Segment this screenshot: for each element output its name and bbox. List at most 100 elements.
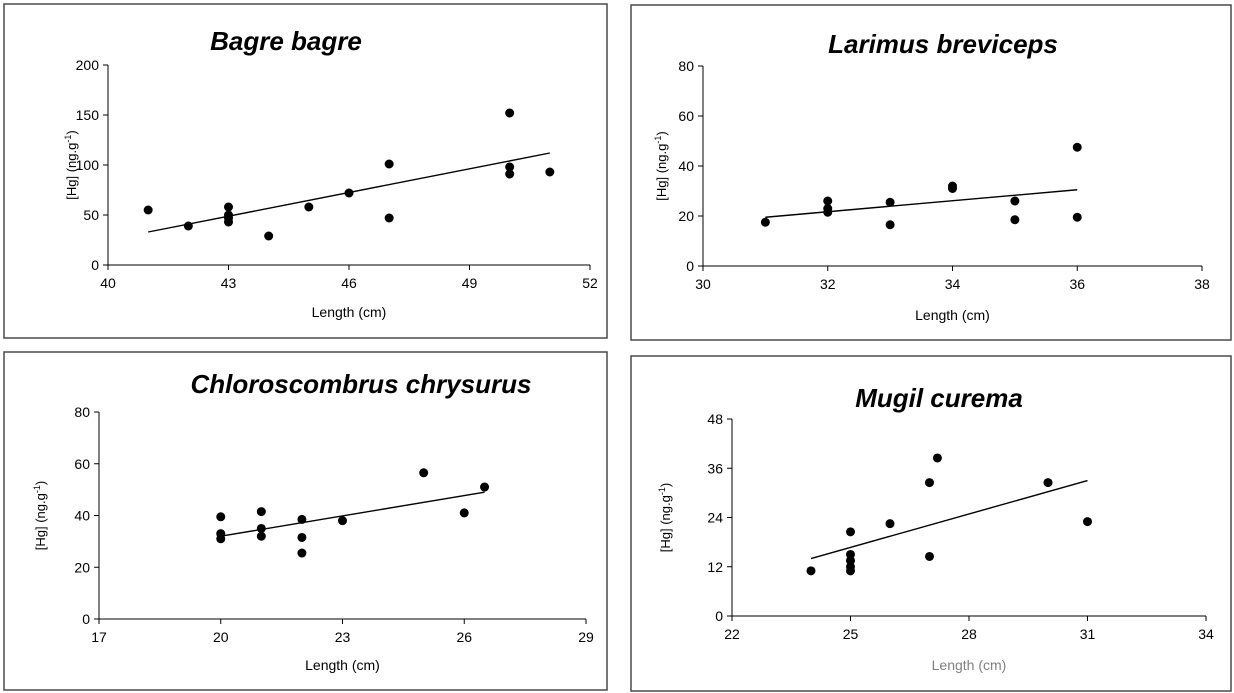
data-point-chloroscombrus-chrysurus-5 [256,531,266,541]
data-point-bagre-bagre-13 [505,169,515,179]
data-point-bagre-bagre-6 [264,231,274,241]
data-point-larimus-breviceps-3 [823,207,833,217]
y-tick-label: 20 [74,559,90,575]
trendline-mugil-curema [810,479,1088,560]
data-point-chloroscombrus-chrysurus-11 [459,508,469,518]
y-tick-label: 40 [74,508,90,524]
chart-title: Larimus breviceps [828,29,1058,59]
x-tick-label: 46 [341,275,357,291]
y-axis-label-close: ) [64,130,79,134]
x-tick-label: 34 [945,276,961,292]
x-tick-label: 34 [1198,626,1214,642]
data-point-chloroscombrus-chrysurus-3 [256,507,266,517]
x-tick-label: 40 [100,275,116,291]
scatter-chart-chloroscombrus-chrysurus: Chloroscombrus chrysurus 0 20 40 60 80 17 20 23 2… [3,351,608,691]
chart-panel-chloroscombrus-chrysurus: Chloroscombrus chrysurus 0 20 40 60 80 17 20 23 2… [0,351,612,693]
data-point-chloroscombrus-chrysurus-2 [216,534,226,544]
data-point-chloroscombrus-chrysurus-7 [297,532,307,542]
x-tick-label: 26 [456,629,472,645]
data-point-mugil-curema-5 [846,566,855,576]
y-tick-label: 20 [678,208,694,224]
scatter-chart-larimus-breviceps: Larimus breviceps 0 20 40 60 80 30 32 34 36 38 Leng… [630,4,1232,341]
data-point-mugil-curema-1 [846,527,855,537]
data-point-bagre-bagre-8 [344,188,354,198]
chart-title: Chloroscombrus chrysurus [191,369,532,399]
y-axis-label-superscript: -1 [657,487,667,495]
y-tick-label: 80 [74,404,90,420]
x-tick-label: 30 [695,276,711,292]
x-axis-label: Length (cm) [932,657,1007,673]
y-tick-label: 150 [76,107,100,123]
data-point-mugil-curema-2 [846,549,855,559]
data-point-bagre-bagre-1 [183,221,193,231]
y-tick-label: 80 [678,58,694,74]
data-point-mugil-curema-8 [925,551,934,561]
data-point-bagre-bagre-5 [224,217,233,227]
data-point-mugil-curema-11 [1083,517,1092,527]
y-axis-label-main: [Hg] (ng.g [654,144,669,201]
y-tick-label: 50 [83,207,99,223]
x-tick-label: 31 [1080,626,1096,642]
data-point-mugil-curema-10 [1043,478,1053,488]
data-point-mugil-curema-7 [925,478,934,488]
y-axis-label-close: ) [658,483,673,487]
data-point-larimus-breviceps-7 [948,184,957,193]
chart-title: Mugil curema [855,383,1023,413]
data-point-larimus-breviceps-4 [885,197,895,207]
x-axis-label: Length (cm) [915,307,990,323]
y-axis-label: [Hg] (ng.g-1) [657,483,673,552]
y-axis-label-close: ) [33,481,48,485]
data-point-mugil-curema-9 [932,453,942,463]
data-point-mugil-curema-6 [885,519,895,529]
y-tick-label: 0 [686,258,694,274]
y-tick-label: 60 [74,456,90,472]
chart-title: Bagre bagre [210,26,362,56]
y-tick-label: 40 [678,158,694,174]
y-tick-label: 0 [715,608,723,624]
data-point-bagre-bagre-7 [304,202,314,212]
y-axis-label-superscript: -1 [63,135,73,143]
x-tick-label: 28 [961,626,977,642]
chart-panel-larimus-breviceps: Larimus breviceps 0 20 40 60 80 30 32 34 36 38 Leng… [629,0,1234,343]
x-tick-label: 17 [91,629,107,645]
x-tick-label: 52 [582,275,598,291]
y-axis-label-superscript: -1 [32,485,42,493]
data-point-larimus-breviceps-8 [1010,196,1020,206]
data-point-bagre-bagre-14 [545,167,555,177]
y-tick-label: 200 [76,57,100,73]
data-point-bagre-bagre-2 [224,202,233,212]
x-tick-label: 23 [335,629,351,645]
y-tick-label: 0 [91,257,99,273]
y-axis-label-close: ) [654,131,669,135]
y-tick-label: 0 [82,611,90,627]
data-point-bagre-bagre-0 [143,205,153,215]
y-axis-label-main: [Hg] (ng.g [658,495,673,552]
data-point-larimus-breviceps-1 [823,196,833,206]
chart-panel-bagre-bagre: Bagre bagre 0 50 100 150 200 40 43 46 49 52 Length … [0,0,612,343]
x-axis-label: Length (cm) [305,657,380,673]
y-tick-label: 36 [707,460,723,476]
x-tick-label: 20 [213,629,229,645]
y-tick-label: 60 [678,108,694,124]
y-tick-label: 24 [707,510,723,526]
data-point-bagre-bagre-10 [384,213,394,223]
x-tick-label: 22 [724,626,740,642]
y-axis-label-superscript: -1 [653,136,663,144]
x-tick-label: 43 [221,275,237,291]
y-tick-label: 48 [707,411,723,427]
data-point-chloroscombrus-chrysurus-4 [256,523,266,533]
chart-panel-mugil-curema: Mugil curema 0 12 24 36 48 22 25 28 31 34 Length (c… [629,351,1234,693]
panel-frame [630,355,1232,692]
data-point-larimus-breviceps-5 [885,220,895,230]
x-tick-label: 32 [820,276,836,292]
y-axis-label: [Hg] (ng.g-1) [32,481,48,550]
data-point-bagre-bagre-9 [384,159,394,169]
data-point-larimus-breviceps-0 [760,217,770,227]
y-axis-label-main: [Hg] (ng.g [64,143,79,200]
x-tick-label: 36 [1069,276,1085,292]
trendline-larimus-breviceps [765,189,1078,218]
y-axis-label: [Hg] (ng.g-1) [653,131,669,200]
data-point-larimus-breviceps-11 [1072,212,1082,222]
data-point-bagre-bagre-11 [505,108,515,118]
panel-frame [630,4,1232,341]
